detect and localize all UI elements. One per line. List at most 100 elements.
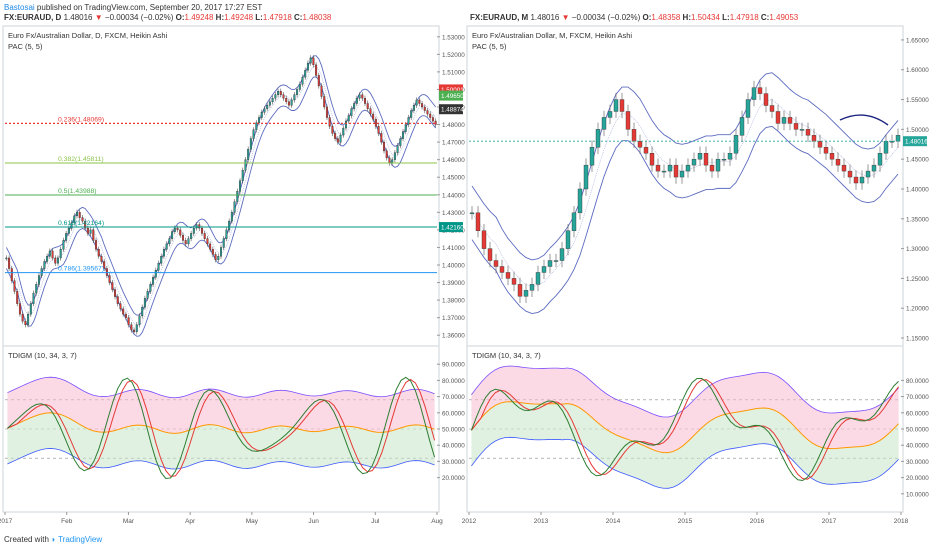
candle-body [339,134,342,143]
candle-body [331,126,334,134]
osc-axis-label: 10.0000 [906,491,929,498]
candle-body [287,101,290,106]
candle-body [75,212,78,217]
candle-body [195,224,198,229]
candle-body [100,256,103,262]
price-tag [439,104,463,115]
candle-body [228,220,231,231]
candle-body [418,99,421,104]
candle-body [160,256,163,264]
candle-body [271,98,274,102]
channel-lower [471,125,899,315]
candle-body [59,248,62,259]
footer-brand[interactable]: TradingView [58,535,103,544]
right-symbol-line: FX:EURAUD, M 1.48016 ▼ −0.00034 (−0.02%)… [470,13,798,22]
right-c-label: C: [760,13,770,22]
right-symbol: FX:EURAUD, M [470,13,529,22]
candle-body [402,131,405,139]
tradingview-logo-icon: ◗ [51,535,56,544]
osc-lower-band [471,436,899,489]
osc-axis-label: 70.0000 [906,394,929,401]
candle-body [721,158,727,161]
osc-axis-label: 30.0000 [442,459,465,466]
publish-info: Bastosai published on TradingView.com, S… [4,3,262,12]
candle-body [499,266,505,273]
candle-body [883,141,889,154]
candle-body [372,113,375,120]
arc-annotation[interactable] [839,114,889,126]
candle-body [162,248,165,257]
time-axis-label: 2017 [822,518,837,525]
channel-mid [471,99,899,288]
candle-body [383,141,386,152]
candle-body [37,275,40,285]
price-axis-label: 1.40000 [442,263,465,270]
osc-axis-label: 20.0000 [442,475,465,482]
left-price-pane[interactable] [2,25,440,347]
candle-body [225,229,228,239]
candle-body [315,64,318,76]
candle-body [637,141,643,148]
candle-body [388,157,391,164]
candle-body [679,170,685,178]
candle-body [67,227,70,234]
left-c: 1.48038 [302,13,332,22]
left-o: 1.49248 [184,13,214,22]
candle-body [279,90,282,95]
right-c: 1.49053 [769,13,799,22]
candle-body [190,233,193,239]
candle-body [434,120,437,125]
candle-body [84,220,87,229]
candle-body [176,227,179,231]
candle-body [799,129,805,131]
candle-body [13,280,16,292]
candle-body [787,117,793,124]
left-symbol: FX:EURAUD, D [4,13,62,22]
candle-body [320,85,323,97]
price-tag-label: 1.49650 [441,93,464,100]
candle-body [296,89,299,95]
candle-body [853,176,859,184]
candle-body [350,108,353,116]
candle-body [697,153,703,160]
candle-body [393,152,396,160]
candle-body [95,240,98,250]
candle-body [217,256,220,260]
candle-body [32,292,35,304]
candle-body [364,98,367,104]
candle-body [353,103,356,109]
left-o-label: O: [175,13,185,22]
candle-body [415,99,418,106]
right-price-pane[interactable] [466,25,904,347]
candle-body [258,117,261,123]
candle-body [625,111,631,130]
price-axis-label: 1.50000 [906,127,929,134]
candle-body [51,250,54,259]
candle-body [823,147,829,154]
candle-body [293,94,296,101]
candle-body [263,108,266,113]
author-link[interactable]: Bastosai [4,3,35,12]
candle-body [146,291,149,299]
time-axis-label: 2014 [606,518,621,525]
candle-body [116,296,119,304]
time-axis-label: Apr [185,518,196,525]
candle-body [366,103,369,109]
candle-body [757,87,763,94]
price-axis-label: 1.45000 [442,175,465,182]
osc-signal [7,378,436,477]
candle-body [505,272,511,279]
candle-body [127,317,130,325]
candle-body [407,117,410,125]
time-axis-label: Jun [308,518,319,525]
osc-axis-label: 80.0000 [442,378,465,385]
candle-body [18,303,21,315]
osc-baseline [7,412,435,434]
price-tag-label: 1.42160 [441,225,464,232]
candle-body [709,164,715,172]
price-axis-label: 1.53000 [442,34,465,41]
candle-body [219,247,222,257]
candle-body [268,101,271,106]
right-indicator-label: PAC (5, 5) [472,42,507,51]
